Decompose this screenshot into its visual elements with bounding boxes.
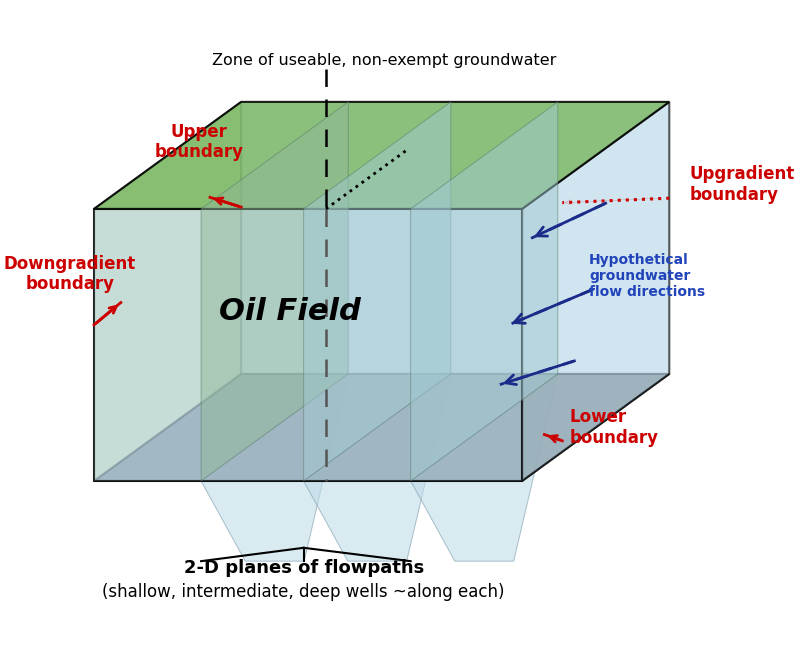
Polygon shape: [94, 102, 670, 209]
Text: Upper
boundary: Upper boundary: [154, 123, 244, 161]
Polygon shape: [410, 374, 558, 561]
Polygon shape: [94, 374, 670, 481]
Text: Upgradient
boundary: Upgradient boundary: [690, 166, 795, 204]
Polygon shape: [410, 102, 558, 481]
Polygon shape: [94, 102, 242, 481]
Text: Lower
boundary: Lower boundary: [570, 408, 658, 447]
Polygon shape: [304, 102, 450, 481]
Text: Hypothetical
groundwater
flow directions: Hypothetical groundwater flow directions: [589, 252, 705, 299]
Text: Zone of useable, non-exempt groundwater: Zone of useable, non-exempt groundwater: [212, 53, 556, 68]
Text: Downgradient
boundary: Downgradient boundary: [4, 255, 136, 293]
Text: (shallow, intermediate, deep wells ~along each): (shallow, intermediate, deep wells ~alon…: [102, 584, 505, 602]
Polygon shape: [201, 374, 348, 561]
Text: Oil Field: Oil Field: [219, 297, 361, 326]
Text: 2-D planes of flowpaths: 2-D planes of flowpaths: [183, 559, 424, 577]
Polygon shape: [522, 102, 670, 481]
Polygon shape: [201, 102, 348, 481]
Polygon shape: [94, 209, 522, 481]
Polygon shape: [304, 374, 450, 561]
